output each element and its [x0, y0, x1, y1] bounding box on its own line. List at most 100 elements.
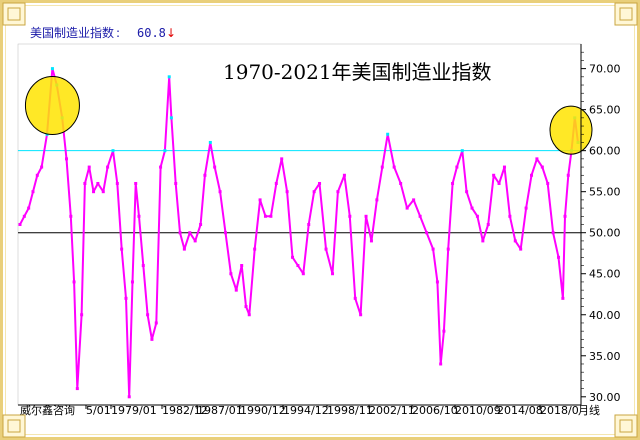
data-point: [557, 255, 561, 259]
x-tick-label: 2002/11: [369, 404, 415, 417]
data-point: [178, 231, 182, 235]
plot-area: [17, 43, 582, 406]
data-point: [425, 231, 429, 235]
data-point: [193, 239, 197, 243]
x-tick-label: 1990/12: [240, 404, 286, 417]
data-point: [439, 362, 443, 366]
data-point: [540, 165, 544, 169]
y-axis: 30.00 35.00 40.00 45.00 50.00 55.00 60.00 65.00…: [581, 51, 621, 404]
series-layer: [18, 67, 580, 399]
data-point: [405, 206, 409, 210]
data-point: [75, 387, 79, 391]
data-point: [247, 313, 251, 317]
data-point: [563, 214, 567, 218]
data-point: [163, 149, 167, 153]
x-tick-label: 2006/10: [412, 404, 458, 417]
data-point: [223, 231, 227, 235]
data-point: [324, 247, 328, 251]
data-point: [551, 231, 555, 235]
data-point: [296, 264, 300, 268]
data-point: [18, 223, 22, 226]
data-point: [342, 173, 346, 177]
data-point: [229, 272, 233, 276]
data-point: [203, 173, 207, 177]
highlight-circle-2: [549, 105, 593, 155]
y-tick-label: 30.00: [589, 391, 621, 404]
data-point: [263, 214, 267, 218]
data-point: [470, 206, 474, 210]
data-point: [182, 247, 186, 251]
data-point: [188, 231, 192, 235]
data-point: [80, 313, 84, 317]
data-point: [380, 165, 384, 169]
data-point: [137, 214, 141, 218]
data-point: [318, 181, 322, 185]
data-point: [561, 296, 565, 300]
frame-ornament-bottom-right: [614, 414, 638, 438]
data-point: [130, 280, 134, 284]
data-point: [519, 247, 523, 251]
x-tick-label: 2010/09: [455, 404, 501, 417]
data-point: [465, 190, 469, 194]
data-point: [115, 181, 119, 185]
data-point: [481, 239, 485, 243]
data-point: [154, 321, 158, 325]
data-point: [364, 214, 368, 218]
data-point: [87, 165, 91, 169]
y-tick-label: 50.00: [589, 227, 621, 240]
data-point: [120, 247, 124, 251]
data-point: [218, 190, 222, 194]
data-point: [124, 296, 128, 300]
data-point: [455, 165, 459, 169]
data-point: [174, 181, 178, 185]
x-tick-label: 1987/01: [197, 404, 243, 417]
data-point: [492, 173, 496, 177]
data-point: [285, 190, 289, 194]
frame-ornament-bottom-left: [2, 414, 26, 438]
data-point: [418, 214, 422, 218]
data-point: [353, 296, 357, 300]
x-tick-label: 1982/12: [162, 404, 208, 417]
data-point: [134, 181, 138, 185]
data-point: [412, 198, 416, 202]
data-point: [69, 214, 73, 218]
data-point: [307, 223, 311, 226]
data-point: [280, 157, 284, 161]
x-tick-label: 1979/01: [111, 404, 157, 417]
data-point: [399, 181, 403, 185]
indicator-name: 美国制造业指数: [30, 25, 114, 40]
data-point: [269, 214, 273, 218]
data-point: [451, 181, 455, 185]
y-tick-label: 65.00: [589, 104, 621, 117]
indicator-value: 60.8: [137, 26, 166, 40]
data-point: [442, 329, 446, 333]
data-point: [31, 190, 35, 194]
data-point: [546, 181, 550, 185]
data-point: [146, 313, 150, 317]
data-point: [431, 247, 435, 251]
data-point: [199, 223, 203, 226]
y-tick-label: 45.00: [589, 268, 621, 281]
data-point: [50, 67, 54, 71]
data-point: [566, 173, 570, 177]
y-tick-label: 35.00: [589, 350, 621, 363]
data-point: [208, 140, 212, 144]
series-line: [19, 67, 579, 398]
data-point: [22, 214, 26, 218]
indicator-header: 美国制造业指数 : 60.8 ↓: [30, 25, 176, 40]
data-point: [336, 190, 340, 194]
data-point: [240, 264, 244, 268]
data-point: [291, 255, 295, 259]
data-point: [234, 288, 238, 292]
data-point: [475, 214, 479, 218]
data-point: [141, 264, 145, 268]
data-point: [96, 181, 100, 185]
data-point: [348, 214, 352, 218]
data-point: [375, 198, 379, 202]
highlight-annotations: [24, 76, 593, 155]
data-point: [392, 165, 396, 169]
data-point: [111, 149, 115, 153]
data-point: [169, 116, 173, 120]
